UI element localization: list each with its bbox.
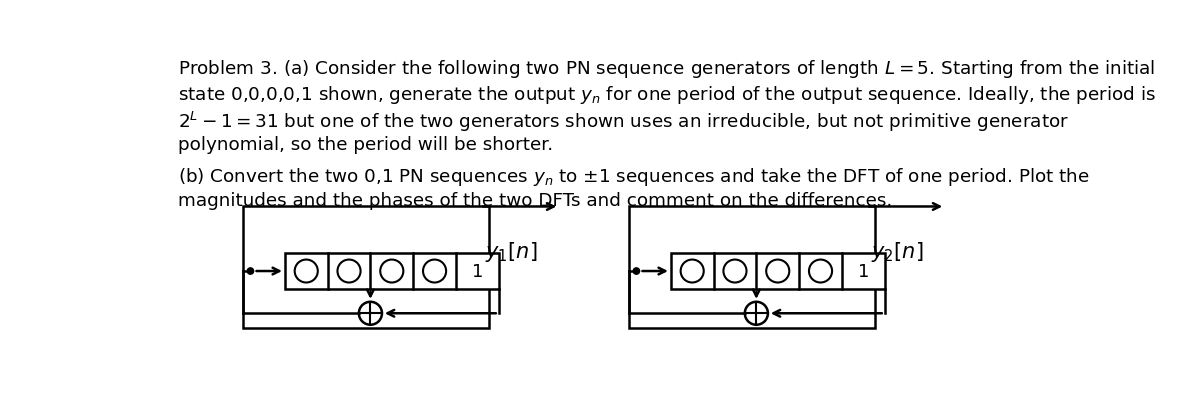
Text: state 0,0,0,0,1 shown, generate the output $y_n$ for one period of the output se: state 0,0,0,0,1 shown, generate the outp… bbox=[178, 83, 1156, 106]
Ellipse shape bbox=[247, 268, 253, 275]
Text: $2^L - 1 = 31$ but one of the two generators shown uses an irreducible, but not : $2^L - 1 = 31$ but one of the two genera… bbox=[178, 110, 1069, 134]
Text: $y_2[n]$: $y_2[n]$ bbox=[871, 240, 923, 263]
Bar bbox=[629, 207, 876, 328]
Text: 1: 1 bbox=[472, 262, 484, 280]
Text: Problem 3. (a) Consider the following two PN sequence generators of length $L = : Problem 3. (a) Consider the following tw… bbox=[178, 57, 1156, 79]
Text: 1: 1 bbox=[858, 262, 869, 280]
Text: polynomial, so the period will be shorter.: polynomial, so the period will be shorte… bbox=[178, 136, 553, 154]
Bar bbox=[242, 207, 490, 328]
Text: $y_1[n]$: $y_1[n]$ bbox=[485, 240, 538, 263]
Ellipse shape bbox=[359, 302, 382, 325]
Bar bbox=[671, 253, 884, 290]
Text: (b) Convert the two 0,1 PN sequences $y_n$ to $\pm 1$ sequences and take the DFT: (b) Convert the two 0,1 PN sequences $y_… bbox=[178, 166, 1090, 188]
Ellipse shape bbox=[634, 268, 640, 275]
Bar bbox=[284, 253, 499, 290]
Text: magnitudes and the phases of the two DFTs and comment on the differences.: magnitudes and the phases of the two DFT… bbox=[178, 192, 892, 210]
Ellipse shape bbox=[745, 302, 768, 325]
